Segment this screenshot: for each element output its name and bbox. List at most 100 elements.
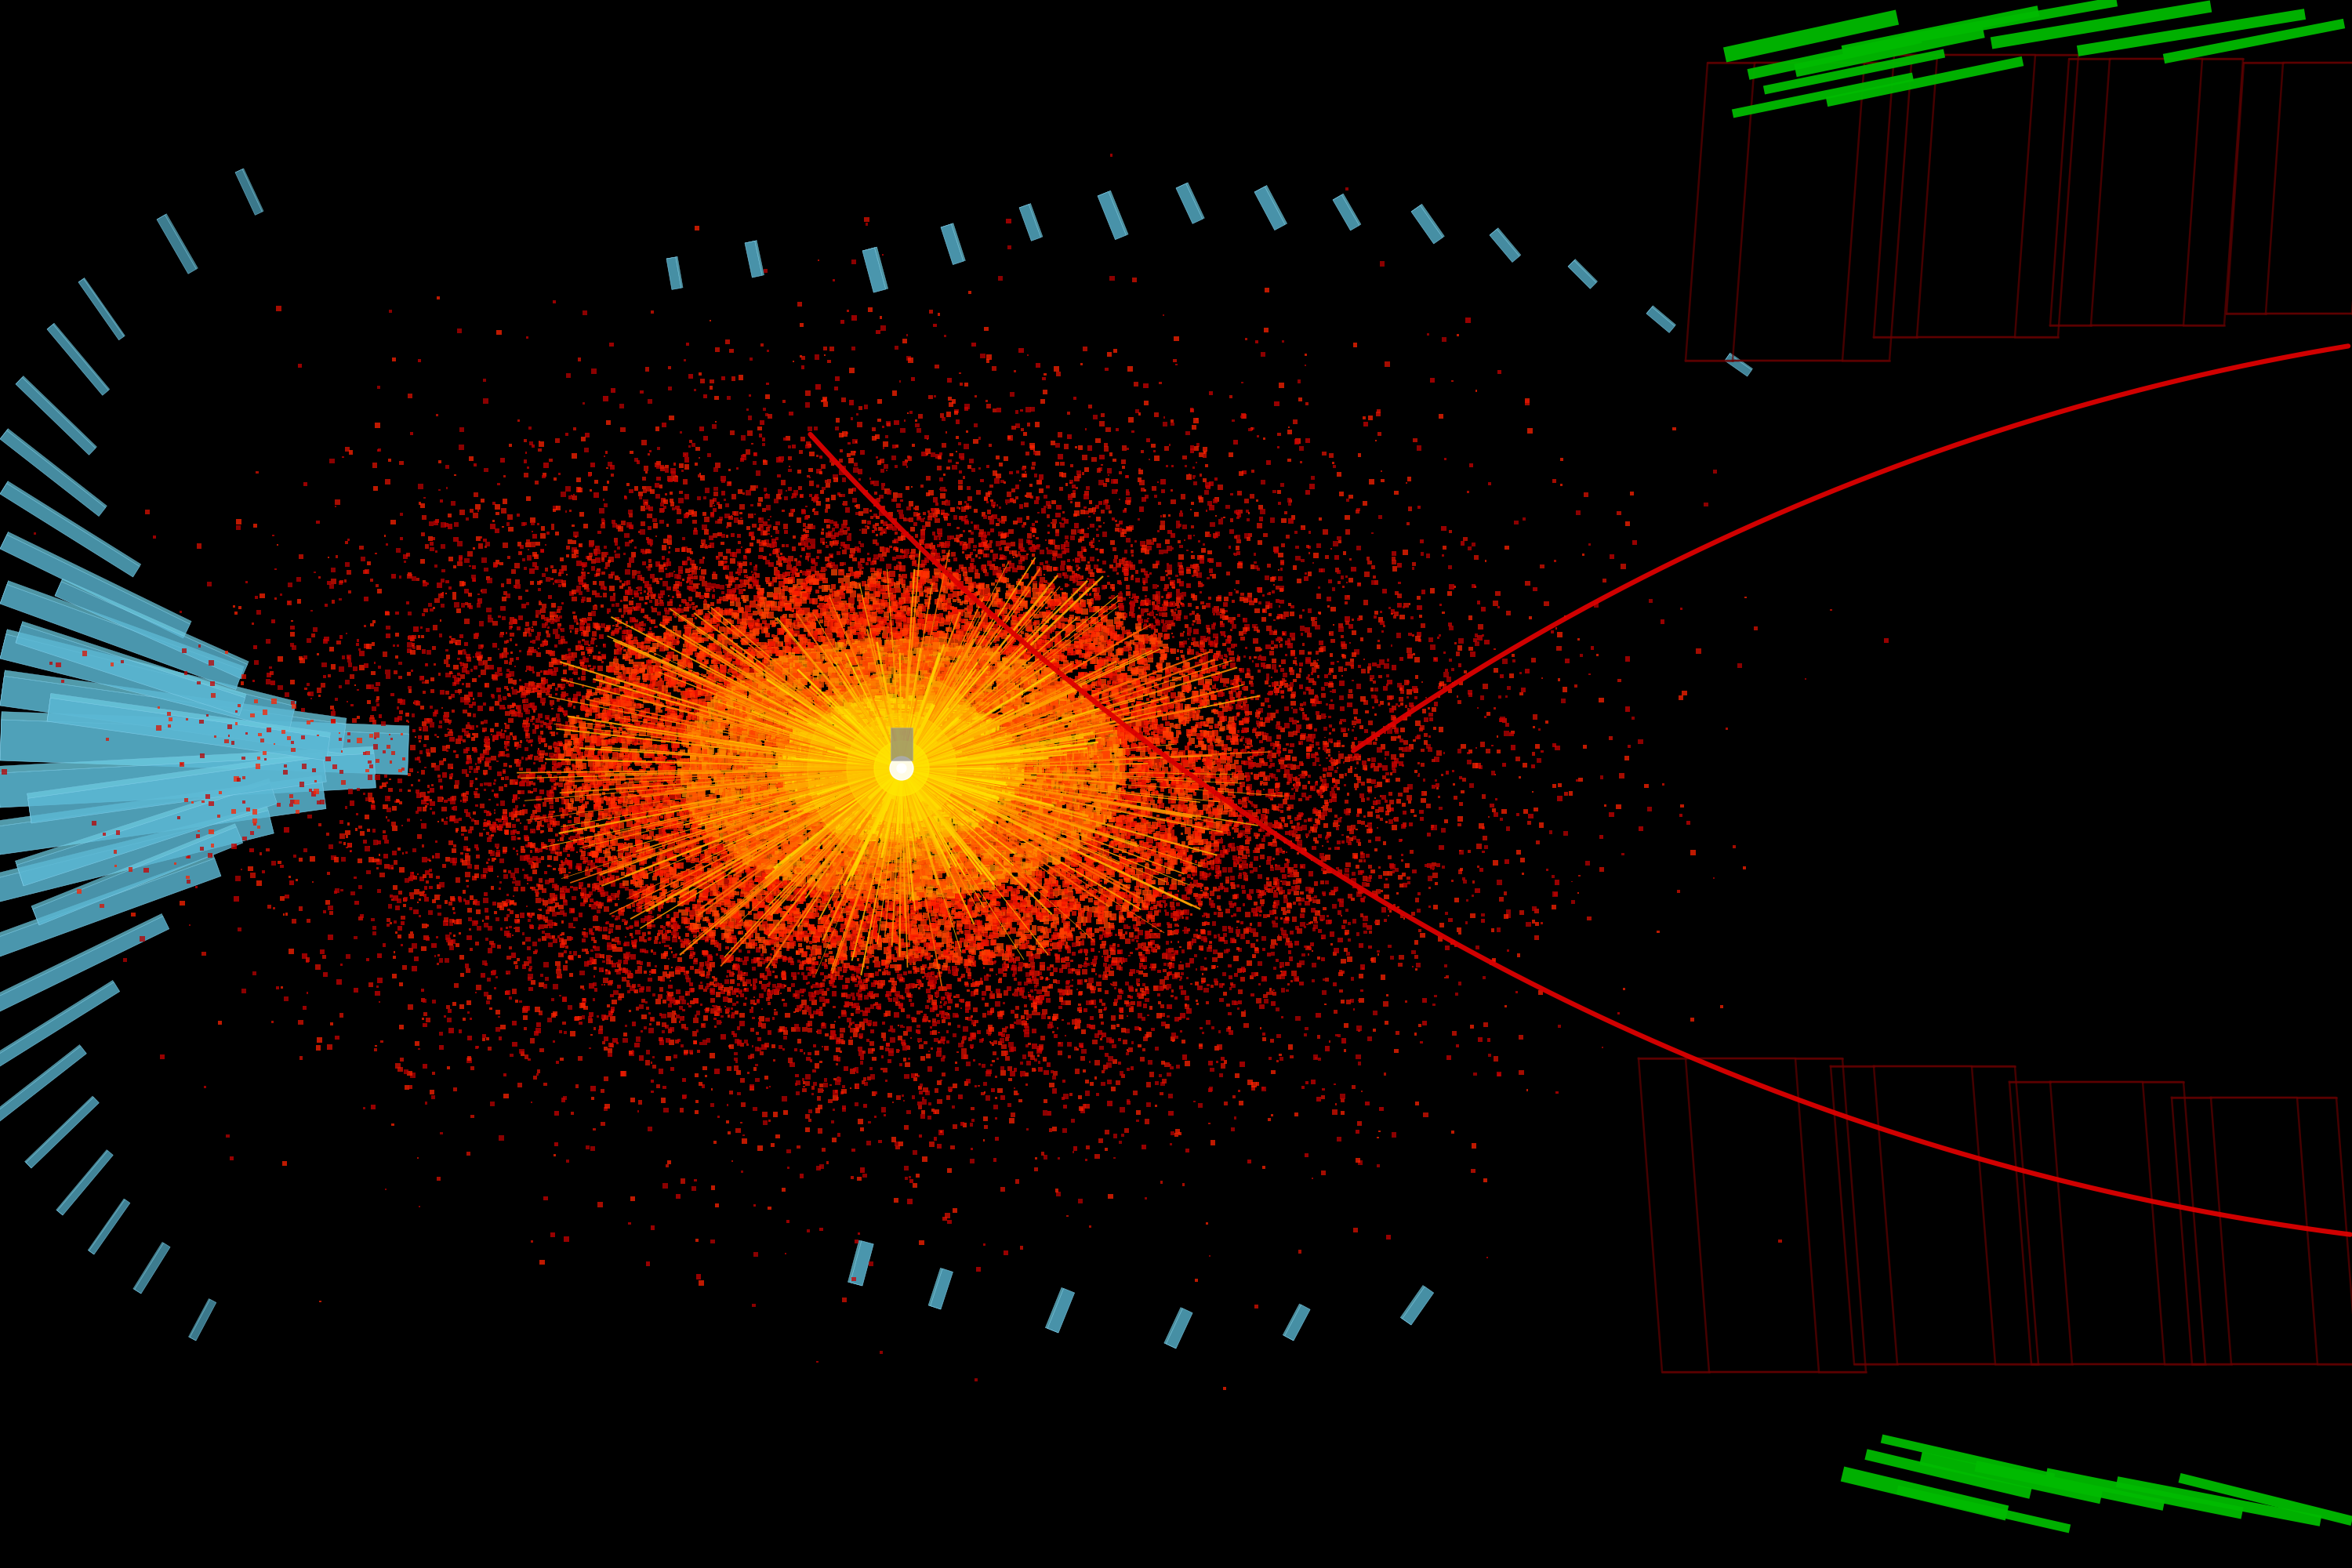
Point: [1310, 822, 1348, 847]
Point: [1178, 745, 1216, 770]
Point: [619, 978, 656, 1004]
Point: [1042, 787, 1080, 812]
Point: [1040, 837, 1077, 862]
Point: [870, 696, 908, 721]
Point: [903, 746, 941, 771]
Point: [1002, 638, 1040, 663]
Point: [917, 751, 955, 776]
Point: [249, 662, 287, 687]
Point: [868, 742, 906, 767]
Point: [950, 809, 988, 834]
Point: [449, 991, 487, 1016]
Point: [858, 561, 896, 586]
Point: [1011, 652, 1049, 677]
Point: [868, 729, 906, 754]
Point: [960, 739, 997, 764]
Point: [849, 787, 887, 812]
Point: [861, 779, 898, 804]
Point: [1051, 425, 1089, 450]
Point: [760, 649, 797, 674]
Point: [804, 698, 842, 723]
Point: [452, 541, 489, 566]
Point: [666, 728, 703, 753]
Point: [390, 709, 428, 734]
Point: [428, 911, 466, 936]
Point: [844, 718, 882, 743]
Point: [607, 676, 644, 701]
Point: [1155, 742, 1192, 767]
Point: [677, 988, 715, 1013]
Point: [950, 519, 988, 544]
Point: [536, 902, 574, 927]
Point: [1044, 681, 1082, 706]
Point: [849, 743, 887, 768]
Point: [1145, 757, 1183, 782]
Point: [818, 416, 856, 441]
Point: [1112, 767, 1150, 792]
Point: [1449, 480, 1486, 505]
Point: [816, 618, 854, 643]
Point: [1284, 801, 1322, 826]
Point: [995, 829, 1033, 855]
Point: [1197, 732, 1235, 757]
Point: [524, 670, 562, 695]
Point: [1002, 919, 1040, 944]
Point: [619, 920, 656, 946]
Point: [1087, 789, 1124, 814]
Point: [1077, 1066, 1115, 1091]
Point: [684, 726, 722, 751]
Point: [1094, 787, 1131, 812]
Point: [332, 833, 369, 858]
Point: [967, 740, 1004, 765]
Point: [934, 767, 971, 792]
Point: [797, 958, 835, 983]
Point: [1129, 847, 1167, 872]
Point: [694, 673, 731, 698]
Point: [1117, 803, 1155, 828]
Point: [1028, 696, 1065, 721]
Point: [626, 676, 663, 701]
Point: [642, 792, 680, 817]
Point: [779, 773, 816, 798]
Point: [1211, 442, 1249, 467]
Point: [604, 690, 642, 715]
Point: [1014, 687, 1051, 712]
Point: [1127, 789, 1164, 814]
Point: [508, 768, 546, 793]
Point: [546, 790, 583, 815]
Point: [555, 743, 593, 768]
Point: [588, 699, 626, 724]
Point: [943, 582, 981, 607]
Point: [950, 902, 988, 927]
Point: [336, 977, 374, 1002]
Point: [602, 728, 640, 753]
Point: [880, 884, 917, 909]
Point: [1197, 596, 1235, 621]
Point: [873, 786, 910, 811]
Point: [833, 909, 870, 935]
Point: [668, 596, 706, 621]
Point: [1192, 930, 1230, 955]
Point: [1049, 971, 1087, 996]
Point: [684, 894, 722, 919]
Point: [355, 795, 393, 820]
Point: [896, 930, 934, 955]
Point: [913, 913, 950, 938]
Point: [795, 671, 833, 696]
Point: [612, 1041, 649, 1066]
Point: [534, 839, 572, 864]
Point: [887, 753, 924, 778]
Point: [381, 916, 419, 941]
Point: [1545, 604, 1583, 629]
Point: [955, 903, 993, 928]
Point: [1388, 685, 1425, 710]
Point: [795, 974, 833, 999]
Point: [1242, 721, 1279, 746]
Point: [1129, 695, 1167, 720]
Point: [790, 646, 828, 671]
Point: [974, 837, 1011, 862]
Point: [835, 812, 873, 837]
Point: [974, 985, 1011, 1010]
Point: [847, 608, 884, 633]
Point: [988, 844, 1025, 869]
